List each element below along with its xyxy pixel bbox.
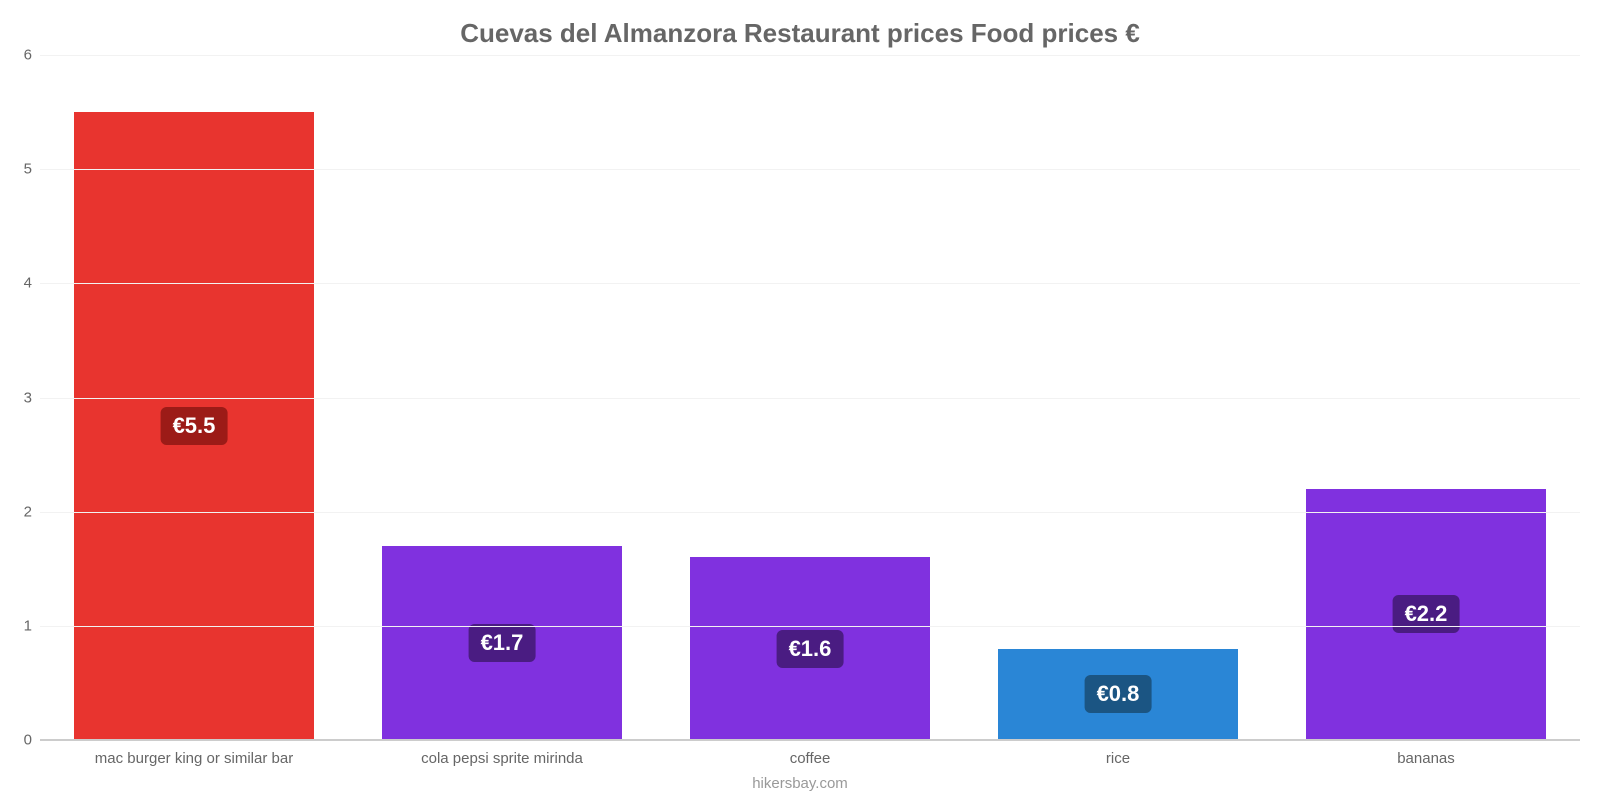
- y-tick-label: 6: [24, 47, 40, 64]
- price-bar-chart: Cuevas del Almanzora Restaurant prices F…: [0, 0, 1600, 800]
- y-tick-label: 4: [24, 275, 40, 292]
- x-tick-label: mac burger king or similar bar: [95, 740, 293, 767]
- x-tick-label: bananas: [1397, 740, 1455, 767]
- value-badge: €5.5: [161, 407, 228, 445]
- x-tick-label: coffee: [790, 740, 831, 767]
- plot-area: €5.5€1.7€1.6€0.8€2.2 0123456mac burger k…: [40, 55, 1580, 740]
- value-badge: €1.6: [777, 630, 844, 668]
- x-tick-label: rice: [1106, 740, 1130, 767]
- x-tick-label: cola pepsi sprite mirinda: [421, 740, 583, 767]
- grid-line: [40, 283, 1580, 284]
- y-tick-label: 0: [24, 732, 40, 749]
- chart-source: hikersbay.com: [0, 775, 1600, 792]
- y-tick-label: 5: [24, 161, 40, 178]
- grid-line: [40, 512, 1580, 513]
- y-tick-label: 3: [24, 389, 40, 406]
- grid-line: [40, 169, 1580, 170]
- chart-title: Cuevas del Almanzora Restaurant prices F…: [0, 18, 1600, 49]
- grid-line: [40, 626, 1580, 627]
- value-badge: €2.2: [1393, 595, 1460, 633]
- value-badge: €0.8: [1085, 675, 1152, 713]
- y-tick-label: 1: [24, 617, 40, 634]
- grid-line: [40, 55, 1580, 56]
- value-badge: €1.7: [469, 624, 536, 662]
- grid-line: [40, 398, 1580, 399]
- y-tick-label: 2: [24, 503, 40, 520]
